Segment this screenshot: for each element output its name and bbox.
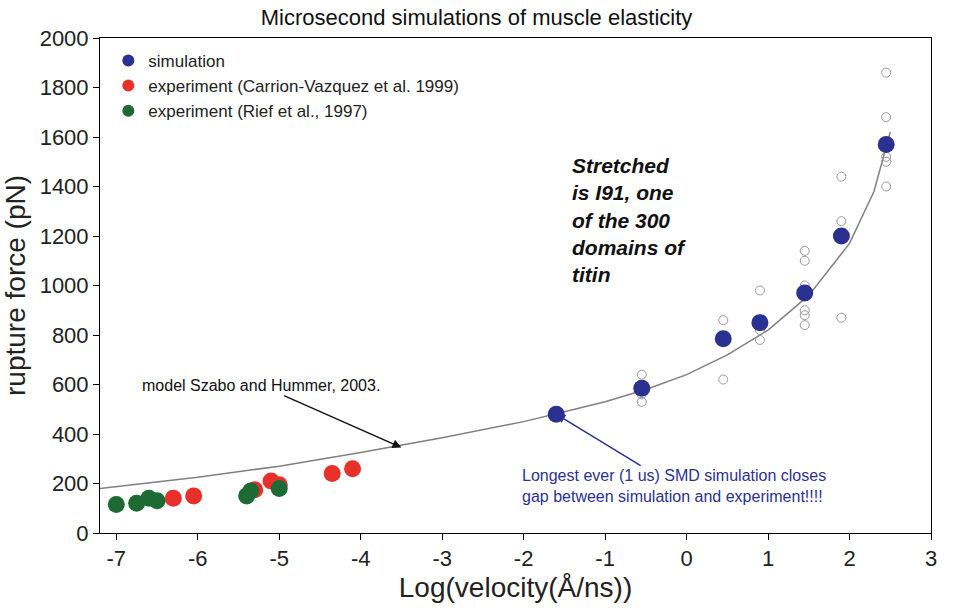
svg-text:-7: -7 (107, 546, 127, 571)
svg-text:rupture force (pN): rupture force (pN) (0, 175, 31, 396)
svg-text:1000: 1000 (40, 273, 89, 298)
svg-text:Microsecond simulations of mus: Microsecond simulations of muscle elasti… (261, 5, 693, 30)
svg-text:1: 1 (762, 546, 774, 571)
svg-text:0: 0 (76, 521, 88, 546)
svg-text:Stretchedis I91, oneof the 300: Stretchedis I91, oneof the 300domains of… (572, 154, 686, 286)
svg-text:experiment (Rief et al., 1997): experiment (Rief et al., 1997) (148, 102, 367, 121)
svg-text:-3: -3 (432, 546, 452, 571)
svg-text:600: 600 (52, 372, 89, 397)
svg-text:Log(velocity(Å/ns)): Log(velocity(Å/ns)) (399, 572, 632, 603)
svg-text:1800: 1800 (40, 75, 89, 100)
svg-text:3: 3 (925, 546, 937, 571)
svg-text:2000: 2000 (40, 26, 89, 51)
svg-text:-4: -4 (351, 546, 371, 571)
svg-text:800: 800 (52, 323, 89, 348)
svg-text:-5: -5 (269, 546, 289, 571)
svg-text:1600: 1600 (40, 125, 89, 150)
svg-text:0: 0 (680, 546, 692, 571)
svg-text:model Szabo and Hummer, 2003.: model Szabo and Hummer, 2003. (142, 377, 380, 394)
svg-text:-1: -1 (595, 546, 615, 571)
svg-text:-6: -6 (188, 546, 208, 571)
svg-text:simulation: simulation (148, 52, 225, 71)
svg-text:2: 2 (843, 546, 855, 571)
svg-text:1200: 1200 (40, 224, 89, 249)
svg-text:experiment (Carrion-Vazquez et: experiment (Carrion-Vazquez et al. 1999) (148, 77, 459, 96)
svg-text:400: 400 (52, 422, 89, 447)
svg-text:200: 200 (52, 471, 89, 496)
svg-text:1400: 1400 (40, 174, 89, 199)
svg-text:Longest ever (1 us) SMD simula: Longest ever (1 us) SMD simulation close… (522, 467, 826, 505)
svg-text:-2: -2 (514, 546, 534, 571)
